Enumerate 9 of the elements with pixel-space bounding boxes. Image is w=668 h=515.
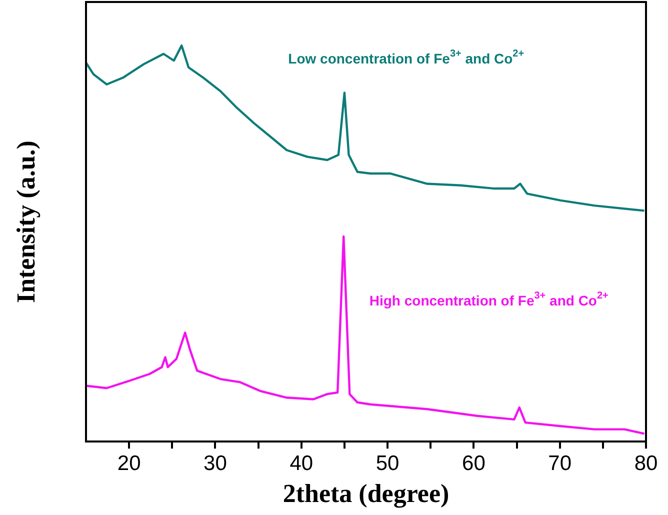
- x-tick-label: 50: [376, 452, 400, 475]
- x-tick-label: 20: [117, 452, 141, 475]
- y-axis-title: Intensity (a.u.): [12, 140, 41, 304]
- x-tick-label: 30: [204, 452, 227, 475]
- x-axis-title: 2theta (degree): [282, 479, 450, 508]
- x-tick-label: 70: [548, 452, 572, 475]
- x-tick-label: 80: [634, 452, 658, 475]
- x-tick-label: 60: [462, 452, 486, 475]
- x-tick-label: 40: [290, 452, 314, 475]
